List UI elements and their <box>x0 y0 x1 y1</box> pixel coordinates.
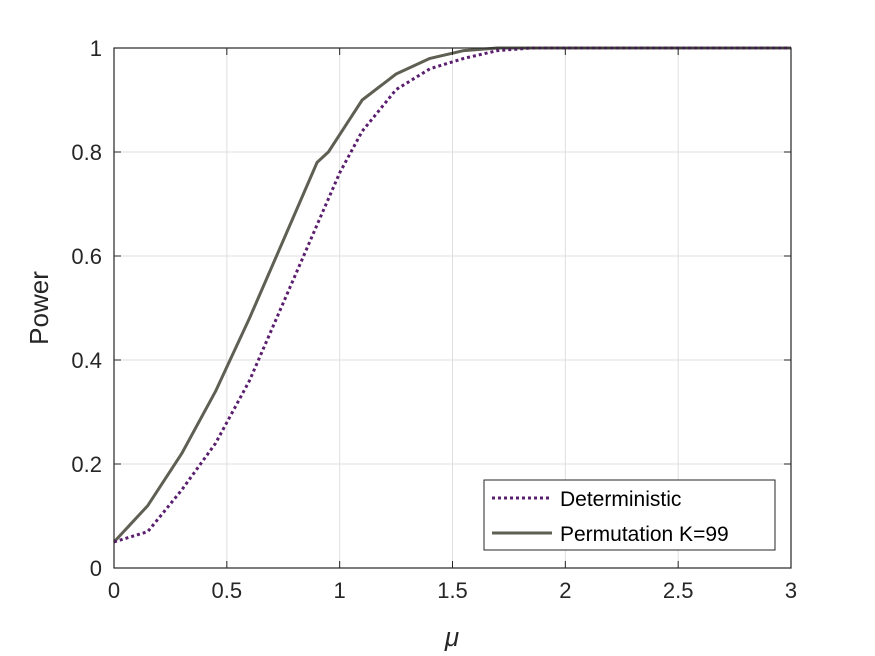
x-tick-label: 2 <box>559 578 571 603</box>
legend-label-deterministic: Deterministic <box>560 488 681 511</box>
x-tick-label: 0.5 <box>212 578 243 603</box>
legend-box <box>483 479 776 551</box>
y-tick-label: 0 <box>90 556 102 581</box>
y-axis: 0 0.2 0.4 0.6 0.8 1 <box>71 36 791 581</box>
y-tick-label: 0.6 <box>71 244 102 269</box>
y-axis-label: Power <box>24 271 54 345</box>
y-tick-label: 0.2 <box>71 452 102 477</box>
x-tick-label: 1.5 <box>437 578 468 603</box>
y-tick-label: 0.8 <box>71 140 102 165</box>
x-tick-label: 2.5 <box>663 578 694 603</box>
x-tick-label: 3 <box>785 578 797 603</box>
legend: Deterministic Permutation K=99 <box>483 479 776 551</box>
x-axis: 0 0.5 1 1.5 2 2.5 3 <box>108 48 797 603</box>
legend-label-permutation: Permutation K=99 <box>560 523 729 546</box>
x-tick-label: 0 <box>108 578 120 603</box>
series-line-deterministic <box>113 46 791 544</box>
x-axis-label: μ <box>444 622 459 652</box>
y-tick-label: 1 <box>90 36 102 61</box>
y-tick-label: 0.4 <box>71 348 102 373</box>
x-tick-label: 1 <box>334 578 346 603</box>
